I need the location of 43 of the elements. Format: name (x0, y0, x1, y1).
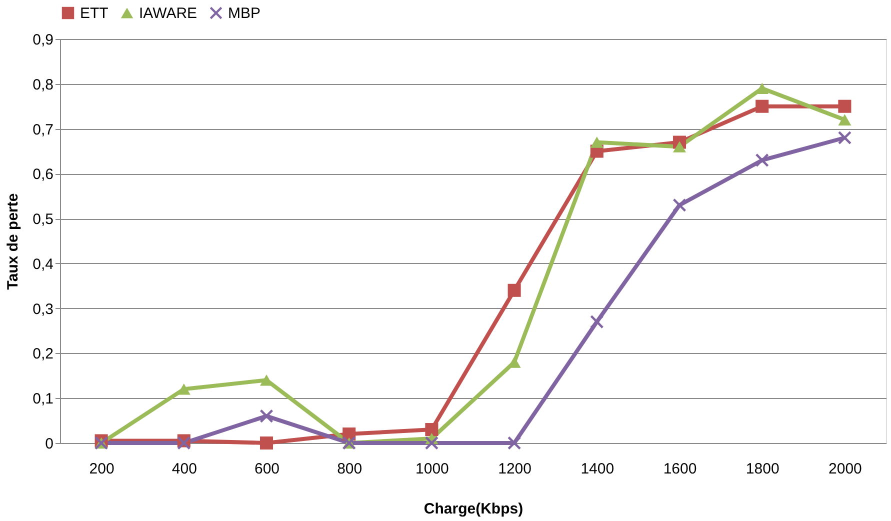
x-tick-label: 2000 (828, 460, 862, 478)
point (508, 284, 521, 297)
point (672, 141, 686, 152)
point (260, 436, 274, 450)
x-tick-label: 1200 (498, 460, 532, 478)
x-tick-label: 600 (254, 460, 280, 478)
legend-label: ETT (80, 5, 108, 22)
y-tick-label: 0,2 (32, 346, 54, 363)
point (590, 315, 604, 328)
point (756, 154, 769, 167)
x-tick-label: 200 (89, 460, 114, 478)
y-tick-label: 0 (45, 436, 54, 452)
point (425, 436, 438, 450)
x-tick-label: 1800 (746, 460, 780, 478)
point (838, 114, 852, 126)
point (672, 198, 686, 212)
point (756, 100, 769, 113)
y-tick-label: 0,5 (32, 211, 54, 228)
y-tick-label: 0,6 (32, 166, 54, 184)
y-axis-title: Taux de perte (4, 193, 22, 290)
point (177, 436, 190, 450)
y-tick-label: 0,4 (32, 256, 54, 273)
y-tick-label: 0,9 (32, 32, 54, 48)
legend-label: MBP (228, 5, 261, 22)
point (425, 423, 438, 436)
x-axis-title: Charge(Kbps) (424, 500, 524, 518)
point (508, 436, 521, 450)
y-tick-label: 0,8 (32, 76, 54, 94)
point (177, 383, 190, 395)
point (756, 82, 769, 94)
x-tick-label: 400 (172, 460, 197, 478)
x-tick-label: 800 (337, 460, 362, 478)
x-tick-label: 1600 (663, 460, 697, 478)
x-tick-label: 1400 (580, 460, 614, 478)
point (838, 131, 852, 144)
x-tick-label: 1000 (416, 460, 449, 478)
point (590, 136, 604, 148)
y-tick-label: 0,3 (32, 300, 54, 318)
point (260, 410, 274, 423)
point (838, 100, 852, 113)
y-tick-label: 0,1 (32, 390, 54, 408)
legend-label: IAWARE (139, 5, 198, 22)
y-tick-label: 0,7 (32, 121, 54, 138)
